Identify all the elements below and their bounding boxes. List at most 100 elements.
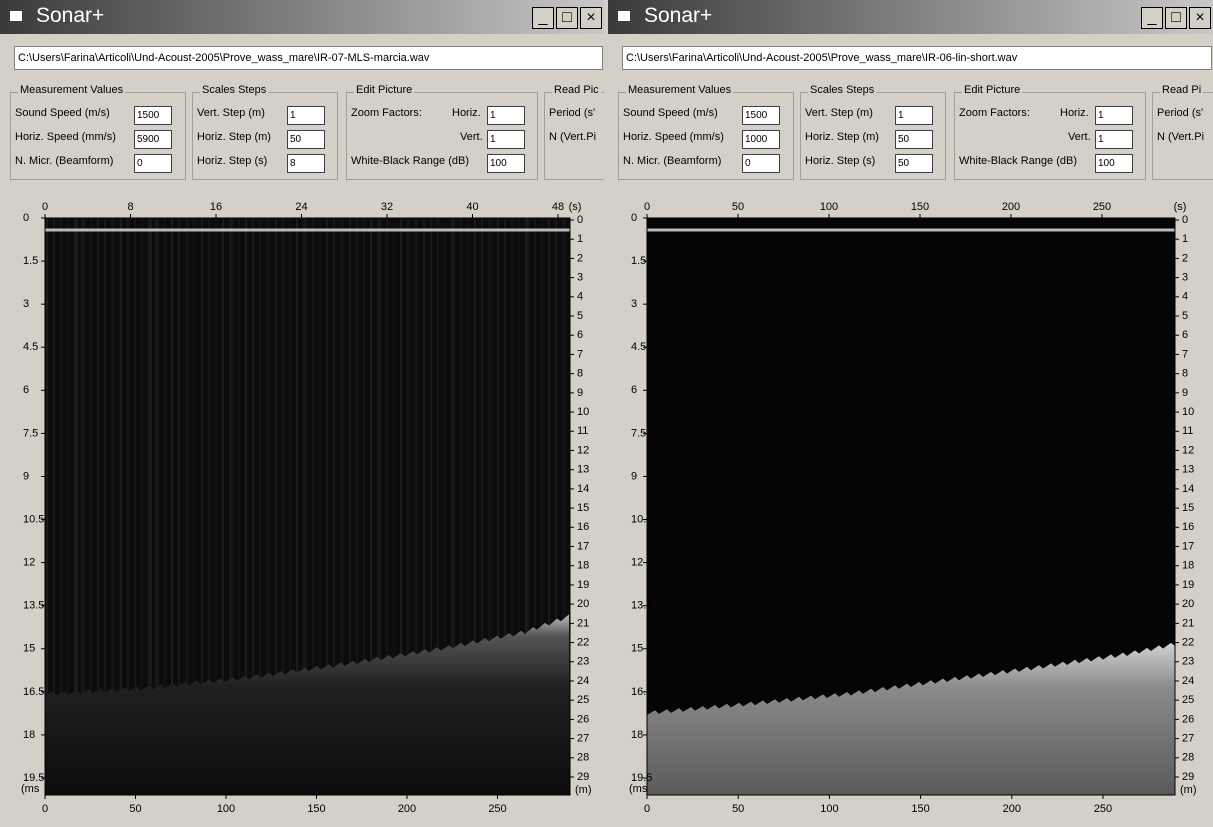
left-tick-label: 13.5 (631, 600, 652, 612)
bottom-tick-label: 0 (42, 803, 48, 815)
title-bar: Sonar+ _ □ × (608, 0, 1213, 34)
left-tick-label: 3 (631, 298, 637, 310)
field-input[interactable]: 1500 (742, 106, 780, 125)
right-tick-label: 19 (577, 579, 589, 591)
field-input[interactable]: 50 (287, 130, 325, 149)
field-input[interactable]: 1 (487, 106, 525, 125)
right-tick-label: 23 (577, 656, 589, 668)
field-label: Vert. (1068, 131, 1091, 143)
top-tick-label: 24 (295, 201, 307, 213)
field-label: Zoom Factors: (959, 107, 1030, 119)
right-tick-label: 2 (577, 252, 583, 264)
left-tick-label: 12 (631, 557, 643, 569)
field-label: Zoom Factors: (351, 107, 422, 119)
right-tick-label: 22 (577, 636, 589, 648)
read-label: Read Pic (552, 84, 601, 96)
right-tick-label: 26 (1182, 713, 1194, 725)
top-tick-label: 250 (1093, 201, 1111, 213)
bottom-tick-label: 0 (644, 803, 650, 815)
field-input[interactable]: 5900 (134, 130, 172, 149)
top-unit: (s) (569, 201, 582, 213)
field-input[interactable]: 1500 (134, 106, 172, 125)
right-tick-label: 19 (1182, 579, 1194, 591)
field-input[interactable]: 0 (134, 154, 172, 173)
left-tick-label: 18 (23, 729, 35, 741)
maximize-button[interactable]: □ (1165, 7, 1187, 29)
edit-group (346, 92, 538, 180)
right-tick-label: 4 (1182, 291, 1188, 303)
field-label: White-Black Range (dB) (351, 155, 469, 167)
scales-label: Scales Steps (808, 84, 877, 96)
field-label: Horiz. Step (s) (805, 155, 876, 167)
right-tick-label: 16 (577, 521, 589, 533)
window-icon (10, 11, 22, 21)
right-tick-label: 6 (1182, 329, 1188, 341)
path-field[interactable]: C:\Users\Farina\Articoli\Und-Acoust-2005… (622, 46, 1212, 70)
field-input[interactable]: 1 (1095, 130, 1133, 149)
field-label: Sound Speed (m/s) (15, 107, 110, 119)
top-tick-label: 150 (911, 201, 929, 213)
field-input[interactable]: 0 (742, 154, 780, 173)
left-unit: (ms (629, 783, 648, 795)
right-tick-label: 26 (577, 713, 589, 725)
title-bar: Sonar+ _ □ × (0, 0, 604, 34)
right-tick-label: 7 (577, 348, 583, 360)
top-unit: (s) (1174, 201, 1187, 213)
plot-frame (646, 217, 1176, 796)
read-label: Read Pi (1160, 84, 1204, 96)
field-input[interactable]: 1 (487, 130, 525, 149)
left-tick-label: 16.5 (23, 686, 44, 698)
field-input[interactable]: 1 (1095, 106, 1133, 125)
left-tick-label: 9 (23, 470, 29, 482)
left-tick-label: 10.5 (23, 513, 44, 525)
right-tick-label: 12 (577, 444, 589, 456)
field-input[interactable]: 50 (895, 154, 933, 173)
right-tick-label: 4 (577, 291, 583, 303)
bottom-tick-label: 150 (911, 803, 929, 815)
top-tick-label: 40 (466, 201, 478, 213)
field-label: Vert. Step (m) (805, 107, 873, 119)
top-tick-label: 8 (127, 201, 133, 213)
path-field[interactable]: C:\Users\Farina\Articoli\Und-Acoust-2005… (14, 46, 603, 70)
right-tick-label: 21 (1182, 617, 1194, 629)
left-tick-label: 4.5 (23, 341, 38, 353)
left-tick-label: 15 (631, 643, 643, 655)
right-tick-label: 28 (1182, 752, 1194, 764)
right-tick-label: 27 (577, 732, 589, 744)
close-button[interactable]: × (1189, 7, 1211, 29)
maximize-button[interactable]: □ (556, 7, 578, 29)
field-input[interactable]: 100 (487, 154, 525, 173)
field-label: Horiz. Step (m) (805, 131, 879, 143)
left-tick-label: 3 (23, 298, 29, 310)
minimize-button[interactable]: _ (1141, 7, 1163, 29)
right-tick-label: 5 (1182, 310, 1188, 322)
field-label: Horiz. (452, 107, 481, 119)
right-tick-label: 11 (577, 425, 588, 437)
close-button[interactable]: × (580, 7, 602, 29)
field-input[interactable]: 50 (895, 130, 933, 149)
scales-label: Scales Steps (200, 84, 269, 96)
right-tick-label: 2 (1182, 252, 1188, 264)
left-tick-label: 7.5 (23, 427, 38, 439)
right-tick-label: 18 (577, 560, 589, 572)
right-tick-label: 24 (1182, 675, 1194, 687)
bottom-tick-label: 100 (217, 803, 235, 815)
right-tick-label: 3 (1182, 272, 1188, 284)
field-input[interactable]: 8 (287, 154, 325, 173)
field-label: Horiz. Speed (mm/s) (623, 131, 724, 143)
field-input[interactable]: 1 (895, 106, 933, 125)
field-label: N (Vert.Pi (1157, 131, 1205, 143)
field-label: Horiz. Speed (mm/s) (15, 131, 116, 143)
field-input[interactable]: 1000 (742, 130, 780, 149)
bottom-tick-label: 150 (307, 803, 325, 815)
seabed-echo (45, 614, 570, 795)
field-label: Horiz. Step (s) (197, 155, 268, 167)
window-icon (618, 11, 630, 21)
field-input[interactable]: 100 (1095, 154, 1133, 173)
field-input[interactable]: 1 (287, 106, 325, 125)
left-tick-label: 15 (23, 643, 35, 655)
left-tick-label: 10.5 (631, 513, 652, 525)
top-tick-label: 100 (820, 201, 838, 213)
left-tick-label: 9 (631, 470, 637, 482)
minimize-button[interactable]: _ (532, 7, 554, 29)
